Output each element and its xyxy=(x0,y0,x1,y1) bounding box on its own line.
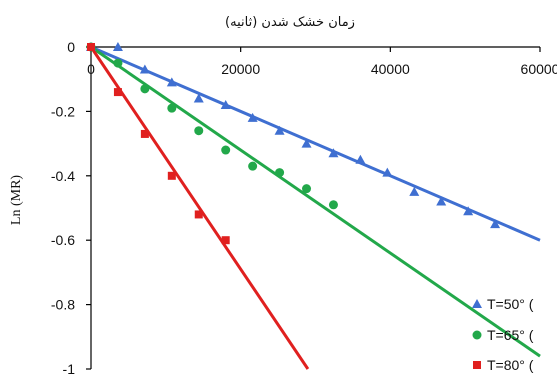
data-point-series-3 xyxy=(221,236,230,245)
data-point-series-1 xyxy=(490,219,501,229)
y-tick-label: -1 xyxy=(63,361,76,377)
y-axis-label: Ln (MR) xyxy=(9,175,24,226)
legend-marker-series-1 xyxy=(472,299,482,308)
data-point-series-1 xyxy=(382,167,393,177)
trendlines xyxy=(89,45,541,370)
data-point-series-2 xyxy=(248,161,258,171)
data-points xyxy=(86,42,501,245)
data-point-series-1 xyxy=(139,64,150,74)
axes: 0 20000 40000 60000 0 -0.2 -0.4 -0.6 -0.8 -1 xyxy=(51,39,557,377)
data-point-series-1 xyxy=(328,148,339,158)
data-point-series-1 xyxy=(301,138,312,148)
data-point-series-2 xyxy=(221,145,231,155)
chart-title: زمان خشک شدن (ثانیه) xyxy=(225,15,355,30)
data-point-series-2 xyxy=(194,126,204,136)
data-point-series-3 xyxy=(113,88,122,97)
data-point-series-1 xyxy=(193,93,204,103)
trendline-series-3 xyxy=(89,46,310,370)
legend-marker-series-2 xyxy=(472,330,482,340)
data-point-series-1 xyxy=(463,206,474,216)
data-point-series-1 xyxy=(247,112,258,122)
legend: T=50° ( T=65° ( T=80° ( xyxy=(472,296,534,373)
data-point-series-2 xyxy=(167,103,177,113)
trendline-series-1 xyxy=(90,45,541,242)
x-tick-label: 60000 xyxy=(521,61,557,77)
data-point-series-2 xyxy=(275,168,285,178)
data-point-series-1 xyxy=(220,99,231,109)
y-tick-label: -0.6 xyxy=(51,232,75,248)
data-point-series-3 xyxy=(194,210,203,219)
data-point-series-2 xyxy=(328,200,338,210)
data-point-series-1 xyxy=(112,42,123,51)
y-tick-label: -0.2 xyxy=(51,103,75,119)
x-tick-label: 20000 xyxy=(221,61,260,77)
data-point-series-1 xyxy=(355,154,366,164)
legend-marker-series-3 xyxy=(473,361,481,369)
data-point-series-1 xyxy=(436,196,447,206)
data-point-series-1 xyxy=(274,125,285,135)
data-point-series-1 xyxy=(166,77,177,87)
y-tick-label: -0.4 xyxy=(51,168,75,184)
y-tick-label: 0 xyxy=(67,39,75,55)
data-point-series-2 xyxy=(302,184,312,194)
trendline-series-2 xyxy=(90,45,541,358)
x-tick-label: 0 xyxy=(87,61,95,77)
legend-label-series-3: T=80° ( xyxy=(487,357,534,373)
x-tick-label: 40000 xyxy=(371,61,410,77)
data-point-series-1 xyxy=(409,186,420,196)
data-point-series-2 xyxy=(140,84,150,94)
data-point-series-3 xyxy=(167,171,176,180)
legend-label-series-1: T=50° ( xyxy=(487,296,534,312)
data-point-series-3 xyxy=(140,129,149,138)
y-tick-label: -0.8 xyxy=(51,297,75,313)
data-point-series-2 xyxy=(113,58,123,68)
legend-label-series-2: T=65° ( xyxy=(487,327,534,343)
data-point-series-3 xyxy=(87,43,95,51)
